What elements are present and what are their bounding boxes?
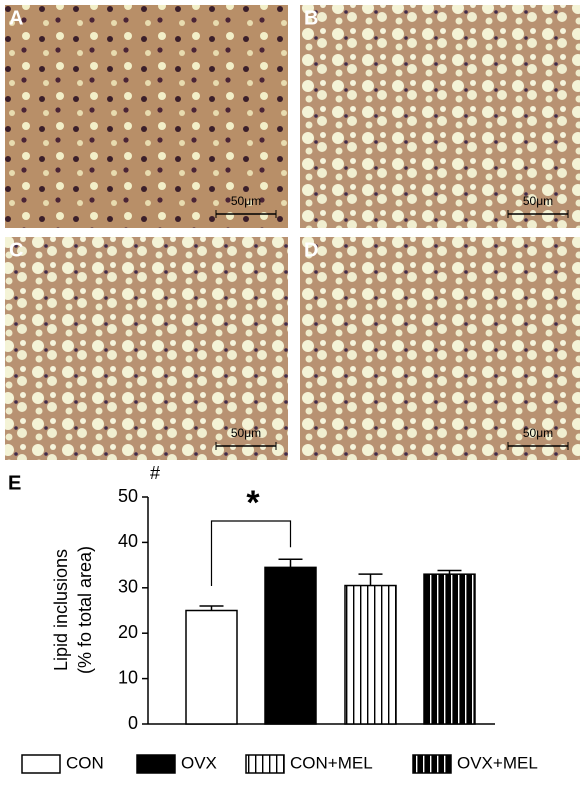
significance-mark: * <box>246 484 260 522</box>
y-tick-label: 30 <box>118 577 138 597</box>
y-axis-label: (% fo total area) <box>75 546 95 674</box>
legend-swatch <box>412 754 452 774</box>
annotation: # <box>150 463 160 483</box>
micrograph <box>5 5 288 228</box>
panel-label: D <box>304 239 318 261</box>
legend-swatch <box>136 754 176 774</box>
y-tick-label: 40 <box>118 531 138 551</box>
y-tick-label: 20 <box>118 622 138 642</box>
panel-label: E <box>8 472 21 494</box>
bar <box>344 584 397 725</box>
bar <box>185 609 238 725</box>
panel-label: A <box>9 7 23 29</box>
legend-label: CON+MEL <box>290 753 373 772</box>
legend-label: OVX <box>181 753 217 772</box>
bar <box>264 566 317 725</box>
micrograph <box>300 237 580 460</box>
legend-swatch <box>21 754 61 774</box>
y-axis-label: Lipid inclusions <box>51 549 71 671</box>
y-tick-label: 0 <box>128 713 138 733</box>
micrograph <box>300 5 580 228</box>
panel-label: B <box>304 7 318 29</box>
panel-label: C <box>9 239 23 261</box>
legend-label: CON <box>66 753 104 772</box>
legend-label: OVX+MEL <box>457 753 538 772</box>
y-tick-label: 10 <box>118 667 138 687</box>
legend-swatch <box>245 754 285 774</box>
scale-label: 50μm <box>231 194 261 208</box>
micrograph <box>5 237 288 460</box>
bar <box>423 573 476 725</box>
micrographs: A 50μm B 50μm C 50μm D 50μm <box>5 5 580 460</box>
bar-chart: E #0 10 20 30 40 50 Lipid inclusions (% fo total… <box>8 463 538 774</box>
scale-label: 50μm <box>523 426 553 440</box>
significance-bracket <box>210 520 292 586</box>
y-tick-label: 50 <box>118 486 138 506</box>
scale-label: 50μm <box>231 426 261 440</box>
scale-label: 50μm <box>523 194 553 208</box>
